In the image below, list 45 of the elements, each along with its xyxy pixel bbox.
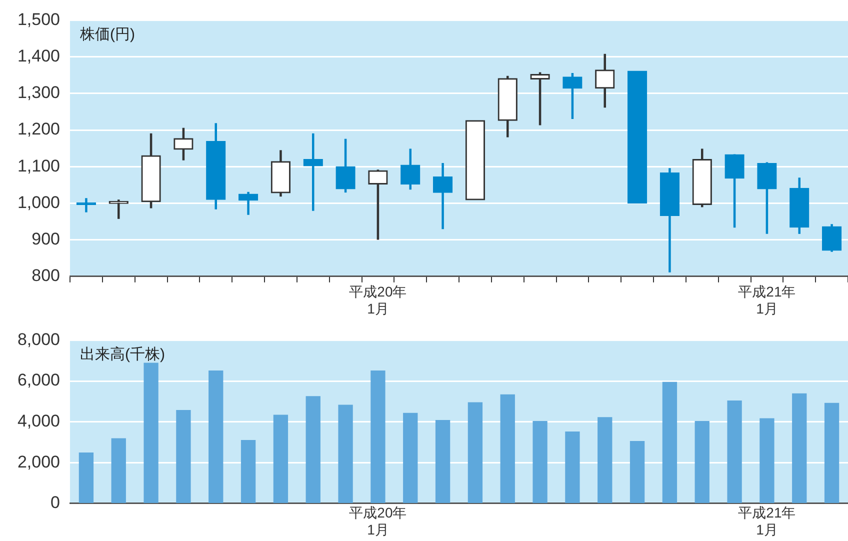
bar <box>500 394 515 503</box>
x-tick-label: 平成20年 1月 <box>349 504 407 538</box>
y-tick-label: 1,500 <box>17 10 60 29</box>
bar <box>240 440 256 503</box>
bar <box>370 370 386 503</box>
candlestick <box>303 133 323 211</box>
y-tick-label: 1,000 <box>17 192 60 212</box>
bar <box>176 410 191 503</box>
y-tick-label: 1,100 <box>17 156 60 176</box>
bar <box>824 402 840 503</box>
y-tick-label: 0 <box>50 493 60 512</box>
bar <box>306 396 320 503</box>
x-tick-label: 平成20年 1月 <box>349 284 407 316</box>
y-tick-label: 4,000 <box>17 411 60 430</box>
y-tick-label: 1,300 <box>17 83 60 102</box>
y-tick-label: 8,000 <box>17 330 60 349</box>
bar <box>144 362 158 503</box>
bar <box>78 452 94 503</box>
y-tick-label: 2,000 <box>17 452 60 472</box>
bar <box>208 370 224 503</box>
x-tick-label: 平成21年 1月 <box>738 284 796 316</box>
y-axis-title: 株価(円) <box>79 26 135 43</box>
bar <box>598 417 612 503</box>
x-tick-label: 平成21年 1月 <box>738 504 796 538</box>
bar <box>338 404 353 503</box>
bar <box>403 412 418 503</box>
y-tick-label: 900 <box>32 229 60 248</box>
y-axis-title: 出来高(千株) <box>80 346 165 363</box>
y-tick-label: 800 <box>32 266 60 286</box>
y-tick-label: 1,400 <box>17 46 60 66</box>
bar <box>273 414 288 503</box>
candlestick <box>627 70 648 204</box>
bar <box>532 421 548 503</box>
y-tick-label: 1,200 <box>17 120 60 139</box>
bar <box>111 438 126 503</box>
bar <box>565 431 580 503</box>
bar <box>727 400 742 503</box>
bar <box>662 382 678 503</box>
bar <box>630 441 645 503</box>
bar <box>760 418 774 503</box>
bar <box>435 420 450 503</box>
bar <box>694 421 710 503</box>
bar <box>468 402 483 503</box>
y-tick-label: 6,000 <box>17 370 60 390</box>
bar <box>792 393 807 503</box>
